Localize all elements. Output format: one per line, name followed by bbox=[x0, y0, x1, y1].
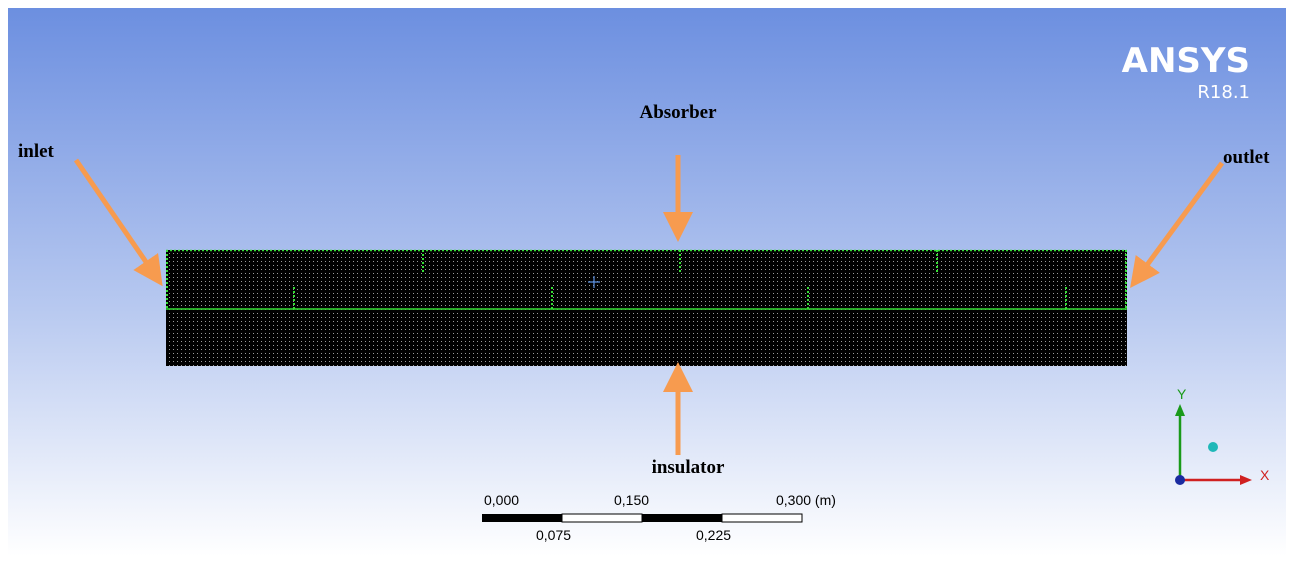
mesh-body bbox=[166, 250, 1127, 366]
axis-y-label: Y bbox=[1177, 386, 1187, 402]
viewport: ANSYS R18.1 inlet Absorber outlet insula… bbox=[0, 0, 1298, 562]
logo-name: ANSYS bbox=[1122, 41, 1250, 81]
mesh bbox=[166, 250, 1127, 366]
scale-label: 0,150 bbox=[614, 492, 649, 508]
logo-version: R18.1 bbox=[1197, 82, 1250, 103]
absorber-label: Absorber bbox=[639, 102, 717, 123]
scale-label: 0,000 bbox=[484, 492, 519, 508]
scale-label: 0,225 bbox=[696, 527, 731, 543]
scale-label: 0,075 bbox=[536, 527, 571, 543]
outlet-label: outlet bbox=[1223, 147, 1270, 168]
inlet-label: inlet bbox=[18, 141, 55, 162]
insulator-label: insulator bbox=[652, 457, 725, 478]
scale-label: 0,300 (m) bbox=[776, 492, 836, 508]
axis-x-label: X bbox=[1260, 467, 1270, 483]
